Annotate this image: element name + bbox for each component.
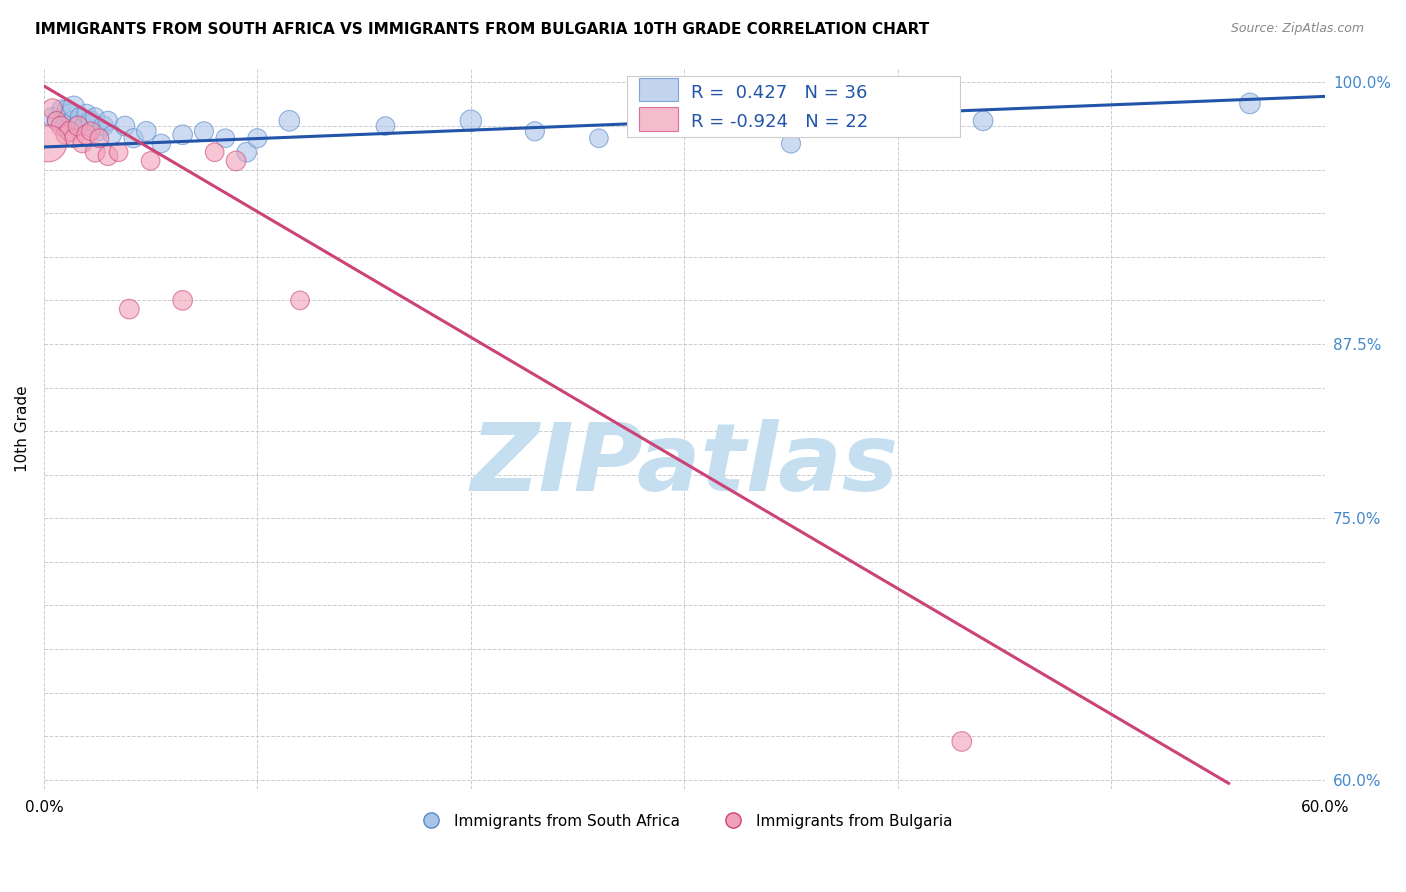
Y-axis label: 10th Grade: 10th Grade	[15, 385, 30, 472]
Point	[1239, 96, 1261, 111]
Point	[49, 102, 72, 116]
Point	[69, 111, 91, 125]
Point	[97, 113, 120, 128]
Point	[41, 102, 63, 116]
Point	[76, 128, 98, 142]
Point	[53, 128, 76, 142]
Point	[114, 119, 136, 133]
Point	[673, 119, 696, 133]
Text: ZIPatlas: ZIPatlas	[470, 418, 898, 510]
Point	[73, 119, 96, 133]
Point	[460, 113, 482, 128]
Text: Source: ZipAtlas.com: Source: ZipAtlas.com	[1230, 22, 1364, 36]
Point	[67, 117, 90, 131]
Point	[246, 131, 269, 145]
Point	[780, 136, 803, 151]
Point	[58, 124, 80, 138]
Point	[84, 111, 107, 125]
Point	[80, 124, 103, 138]
Point	[45, 113, 67, 128]
Point	[214, 131, 236, 145]
Text: R = -0.924   N = 22: R = -0.924 N = 22	[690, 112, 868, 130]
Point	[84, 145, 107, 160]
Point	[139, 153, 162, 168]
Point	[80, 113, 103, 128]
Point	[41, 111, 63, 125]
Point	[235, 145, 257, 160]
Point	[374, 119, 396, 133]
Point	[204, 145, 226, 160]
Point	[60, 113, 83, 128]
Point	[62, 100, 84, 114]
Point	[278, 113, 301, 128]
Point	[172, 293, 194, 308]
Point	[89, 131, 111, 145]
Point	[288, 293, 311, 308]
Point	[172, 128, 194, 142]
Point	[37, 136, 59, 151]
Text: R =  0.427   N = 36: R = 0.427 N = 36	[690, 84, 868, 102]
Point	[58, 107, 80, 121]
Point	[150, 136, 173, 151]
Point	[135, 124, 157, 138]
Point	[67, 119, 90, 133]
Point	[45, 113, 67, 128]
Point	[101, 128, 124, 142]
Point	[972, 113, 994, 128]
FancyBboxPatch shape	[627, 76, 960, 136]
Point	[93, 119, 115, 133]
Point	[76, 107, 98, 121]
Point	[89, 124, 111, 138]
Point	[225, 153, 247, 168]
Point	[56, 103, 79, 118]
Point	[118, 302, 141, 317]
Point	[523, 124, 546, 138]
Bar	[640, 107, 678, 131]
Point	[122, 131, 145, 145]
Text: IMMIGRANTS FROM SOUTH AFRICA VS IMMIGRANTS FROM BULGARIA 10TH GRADE CORRELATION : IMMIGRANTS FROM SOUTH AFRICA VS IMMIGRAN…	[35, 22, 929, 37]
Point	[950, 734, 973, 748]
Point	[588, 131, 610, 145]
Point	[97, 149, 120, 163]
Point	[53, 119, 76, 133]
Legend: Immigrants from South Africa, Immigrants from Bulgaria: Immigrants from South Africa, Immigrants…	[409, 807, 959, 835]
Point	[49, 119, 72, 133]
Point	[193, 124, 215, 138]
Point	[107, 145, 129, 160]
Bar	[640, 78, 678, 102]
Point	[72, 136, 94, 151]
Point	[62, 131, 84, 145]
